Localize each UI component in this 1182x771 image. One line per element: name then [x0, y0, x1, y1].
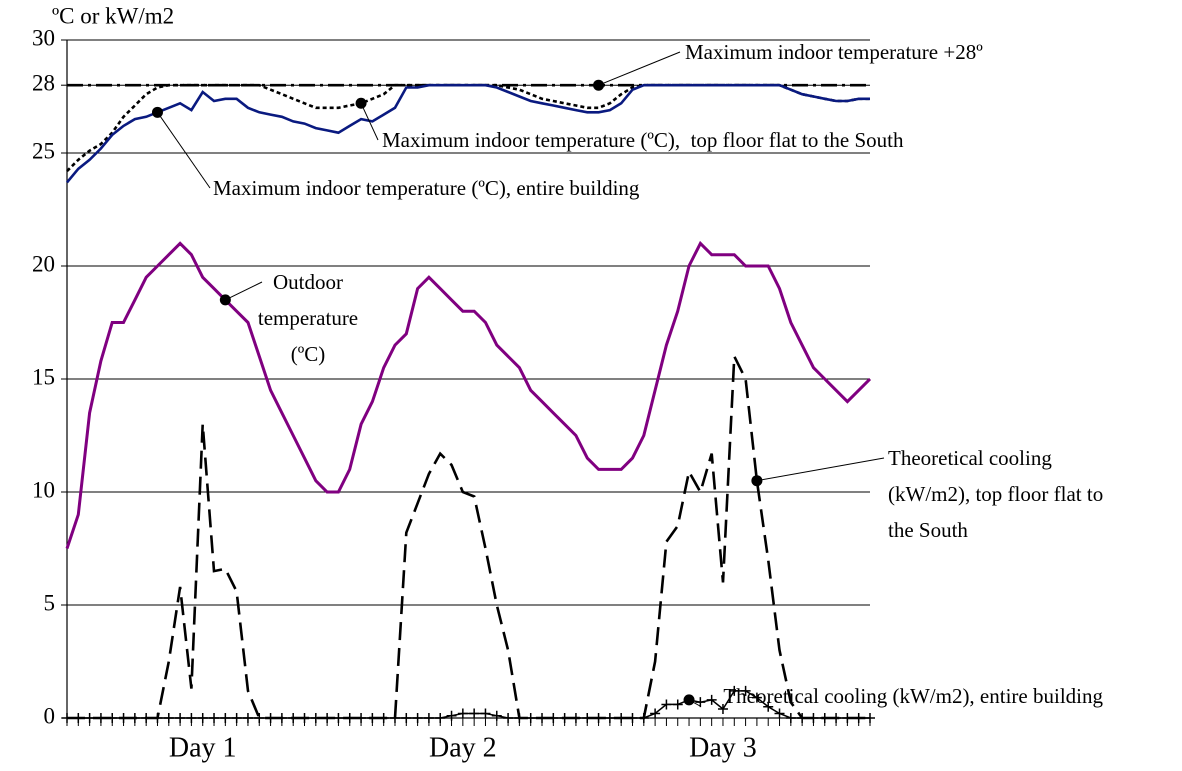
leader-line — [360, 103, 379, 141]
annotation-dot — [355, 97, 367, 109]
series-annotation: Theoretical cooling (kW/m2), entire buil… — [723, 684, 1103, 708]
leader-line — [756, 457, 885, 482]
y-tick-label: 10 — [32, 477, 55, 502]
x-tick-label: Day 3 — [689, 732, 757, 763]
annotation-dot — [593, 79, 605, 91]
series-annotation: Outdoor temperature (ºC) — [257, 270, 359, 366]
leader-line — [225, 281, 263, 301]
y-tick-label: 30 — [32, 25, 55, 50]
x-tick-label: Day 1 — [169, 732, 237, 763]
annotation-dot — [151, 106, 163, 118]
y-tick-label: 0 — [44, 703, 56, 728]
leader-line — [157, 112, 211, 189]
series-annotation: Maximum indoor temperature +28º — [685, 40, 983, 64]
y-axis-label: ºC or kW/m2 — [52, 3, 174, 28]
series-annotation: Maximum indoor temperature (ºC), top flo… — [382, 128, 904, 152]
x-tick-label: Day 2 — [429, 732, 497, 763]
y-tick-label: 20 — [32, 251, 55, 276]
line-series — [65, 240, 872, 549]
y-tick-label: 15 — [32, 364, 55, 389]
annotation-dot — [751, 475, 763, 487]
line-series — [67, 351, 870, 720]
y-tick-label: 28 — [32, 70, 55, 95]
series-annotation: Theoretical cooling (kW/m2), top floor f… — [888, 446, 1104, 542]
y-tick-label: 5 — [44, 590, 56, 615]
point-markers — [62, 685, 875, 723]
line-series — [66, 83, 870, 184]
series-annotation: Maximum indoor temperature (ºC), entire … — [213, 176, 640, 200]
annotation-dot — [683, 694, 695, 706]
leader-line — [598, 51, 681, 86]
y-tick-label: 25 — [32, 138, 55, 163]
annotation-dot — [219, 294, 231, 306]
